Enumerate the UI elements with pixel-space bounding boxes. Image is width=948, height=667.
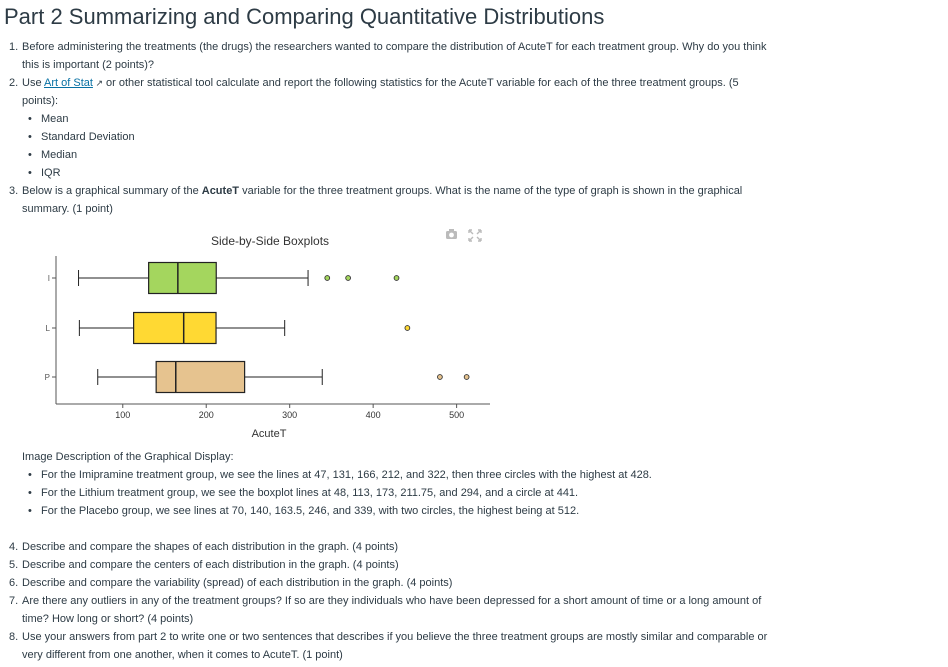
x-tick-label: 500 bbox=[449, 410, 464, 420]
chart-title: Side-by-Side Boxplots bbox=[211, 234, 329, 248]
q3-post: variable for the three treatment groups.… bbox=[239, 185, 743, 197]
box-iqr bbox=[133, 311, 217, 345]
q3-text-line1: Below is a graphical summary of the Acut… bbox=[22, 182, 742, 200]
q2-text-line2: points): bbox=[22, 95, 59, 107]
q3-number: 3. bbox=[9, 185, 19, 197]
stat-iqr: IQR bbox=[41, 167, 61, 179]
x-tick-label: 100 bbox=[115, 410, 130, 420]
bullet-dot: • bbox=[28, 149, 32, 161]
art-of-stat-link[interactable]: Art of Stat bbox=[44, 77, 93, 89]
box-iqr bbox=[148, 261, 217, 295]
outlier-point bbox=[345, 275, 351, 281]
q3-pre: Below is a graphical summary of the bbox=[22, 185, 202, 197]
q2-pre: Use bbox=[22, 77, 45, 89]
desc-lithium: For the Lithium treatment group, we see … bbox=[41, 487, 579, 499]
x-tick-label: 300 bbox=[282, 410, 297, 420]
q3-text-line2: summary. (1 point) bbox=[22, 203, 113, 215]
x-axis-label: AcuteT bbox=[252, 428, 287, 440]
q4-number: 4. bbox=[9, 541, 19, 553]
stat-mean: Mean bbox=[41, 113, 69, 125]
q6-text: Describe and compare the variability (sp… bbox=[22, 577, 453, 589]
camera-icon[interactable] bbox=[446, 229, 457, 239]
q8-text-line2: very different from one another, when it… bbox=[22, 649, 343, 661]
q4-text: Describe and compare the shapes of each … bbox=[22, 541, 399, 553]
external-link-icon: ↗ bbox=[92, 78, 103, 88]
y-tick-label: P bbox=[45, 373, 50, 382]
q8-number: 8. bbox=[9, 631, 19, 643]
page-title: Part 2 Summarizing and Comparing Quantit… bbox=[4, 4, 605, 29]
q7-text-line2: time? How long or short? (4 points) bbox=[22, 613, 194, 625]
outlier-point bbox=[437, 374, 443, 380]
image-description-heading: Image Description of the Graphical Displ… bbox=[22, 451, 234, 463]
bullet-dot: • bbox=[28, 167, 32, 179]
bullet-dot: • bbox=[28, 487, 32, 499]
outlier-point bbox=[404, 325, 411, 331]
q1-number: 1. bbox=[9, 41, 19, 53]
outlier-point bbox=[463, 374, 470, 380]
box-iqr bbox=[155, 360, 246, 394]
y-tick-label: I bbox=[48, 274, 50, 283]
x-tick-label: 200 bbox=[199, 410, 214, 420]
q1-text-line1: Before administering the treatments (the… bbox=[22, 41, 767, 53]
stat-median: Median bbox=[41, 149, 78, 161]
outlier-point bbox=[393, 275, 400, 281]
q3-bold: AcuteT bbox=[201, 185, 240, 197]
bullet-dot: • bbox=[28, 505, 32, 517]
bullet-dot: • bbox=[28, 131, 32, 143]
q7-text-line1: Are there any outliers in any of the tre… bbox=[22, 595, 762, 607]
q8-text-line1: Use your answers from part 2 to write on… bbox=[22, 631, 768, 643]
q6-number: 6. bbox=[9, 577, 19, 589]
bullet-dot: • bbox=[28, 113, 32, 125]
y-tick-label: L bbox=[46, 324, 51, 333]
desc-imipramine: For the Imipramine treatment group, we s… bbox=[41, 469, 652, 481]
q1-text-line2: this is important (2 points)? bbox=[22, 59, 155, 71]
outlier-point bbox=[324, 275, 331, 281]
boxplot-chart: Side-by-Side Boxplots 100 200 300 400 500 I L P… bbox=[45, 229, 490, 440]
expand-icon[interactable] bbox=[468, 229, 482, 242]
x-tick-label: 400 bbox=[366, 410, 381, 420]
q2-number: 2. bbox=[9, 77, 19, 89]
q2-post: or other statistical tool calculate and … bbox=[102, 77, 739, 89]
q5-text: Describe and compare the centers of each… bbox=[22, 559, 399, 571]
stat-sd: Standard Deviation bbox=[41, 131, 135, 143]
q5-number: 5. bbox=[9, 559, 19, 571]
q2-text-line1: Use Art of Stat ↗ or other statistical t… bbox=[22, 74, 739, 92]
desc-placebo: For the Placebo group, we see lines at 7… bbox=[41, 505, 580, 517]
q7-number: 7. bbox=[9, 595, 19, 607]
bullet-dot: • bbox=[28, 469, 32, 481]
